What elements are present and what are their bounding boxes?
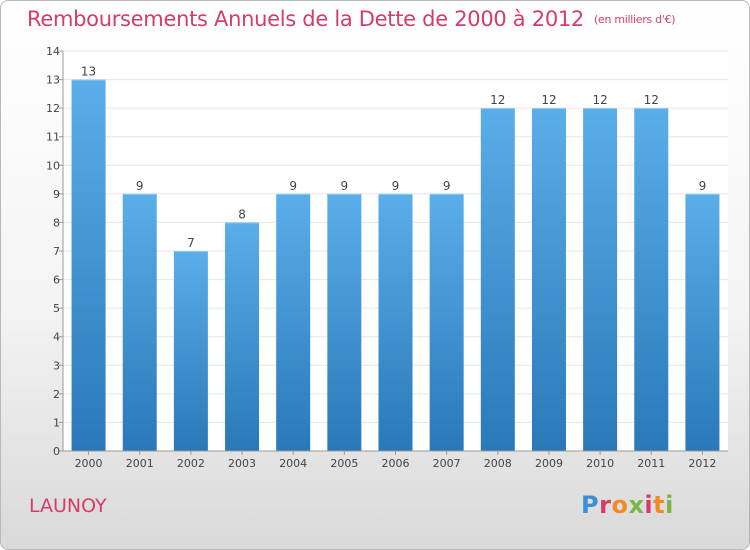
data-label-2008: 12 — [490, 93, 505, 107]
y-tick-label: 0 — [53, 445, 60, 458]
x-tick-label-2003: 2003 — [228, 457, 256, 470]
bar-2012 — [685, 193, 720, 451]
bar-2006 — [378, 193, 413, 451]
x-tick-label-2002: 2002 — [177, 457, 205, 470]
data-label-2000: 13 — [81, 65, 96, 79]
data-label-2002: 7 — [187, 236, 195, 250]
bar-2011 — [634, 108, 669, 452]
bar-2007 — [429, 193, 464, 451]
data-label-2011: 12 — [644, 93, 659, 107]
y-tick-label: 2 — [53, 388, 60, 401]
bar-2004 — [276, 193, 311, 451]
x-tick-label-2010: 2010 — [586, 457, 614, 470]
x-tick-label-2011: 2011 — [637, 457, 665, 470]
y-tick-label: 14 — [46, 45, 60, 58]
data-label-2003: 8 — [238, 207, 246, 221]
chart-title: Remboursements Annuels de la Dette de 20… — [27, 7, 584, 31]
chart-subtitle: (en milliers d'€) — [594, 13, 676, 26]
bar-2002 — [173, 251, 208, 451]
y-tick-label: 10 — [46, 159, 60, 172]
data-label-2009: 12 — [541, 93, 556, 107]
data-label-2007: 9 — [443, 179, 451, 193]
y-tick-label: 11 — [46, 131, 60, 144]
x-tick-label-2004: 2004 — [279, 457, 307, 470]
y-tick-label: 12 — [46, 102, 60, 115]
data-label-2004: 9 — [289, 179, 297, 193]
data-label-2001: 9 — [136, 179, 144, 193]
bar-2000 — [71, 79, 106, 452]
x-axis-ticks: 2000 2001 2002 2003 2004 2005 2006 2007 2008 2009… — [75, 451, 716, 470]
x-tick-label-2005: 2005 — [330, 457, 358, 470]
data-labels: 13 9 7 8 9 9 9 9 12 12 12 12 9 — [81, 65, 706, 250]
y-tick-label: 4 — [53, 331, 60, 344]
y-tick-label: 6 — [53, 274, 60, 287]
x-tick-label-2008: 2008 — [484, 457, 512, 470]
x-tick-label-2006: 2006 — [382, 457, 410, 470]
bars — [71, 79, 720, 452]
y-tick-label: 8 — [53, 216, 60, 229]
bar-2001 — [122, 193, 157, 451]
y-tick-label: 1 — [53, 416, 60, 429]
data-label-2005: 9 — [341, 179, 349, 193]
y-tick-label: 3 — [53, 359, 60, 372]
place-name: LAUNOY — [29, 495, 107, 517]
bar-2010 — [583, 108, 618, 452]
y-tick-label: 9 — [53, 188, 60, 201]
data-label-2010: 12 — [592, 93, 607, 107]
chart-title-block: Remboursements Annuels de la Dette de 20… — [27, 7, 675, 31]
x-tick-label-2000: 2000 — [75, 457, 103, 470]
y-tick-label: 13 — [46, 74, 60, 87]
proxiti-logo[interactable]: Proxiti — [581, 491, 674, 519]
x-tick-label-2012: 2012 — [688, 457, 716, 470]
y-tick-label: 5 — [53, 302, 60, 315]
x-tick-label-2007: 2007 — [433, 457, 461, 470]
x-tick-label-2001: 2001 — [126, 457, 154, 470]
y-tick-label: 7 — [53, 245, 60, 258]
bar-2008 — [480, 108, 515, 452]
data-label-2006: 9 — [392, 179, 400, 193]
bar-2003 — [225, 222, 260, 451]
x-tick-label-2009: 2009 — [535, 457, 563, 470]
bar-2009 — [531, 108, 566, 452]
bar-2005 — [327, 193, 362, 451]
data-label-2012: 9 — [699, 179, 707, 193]
